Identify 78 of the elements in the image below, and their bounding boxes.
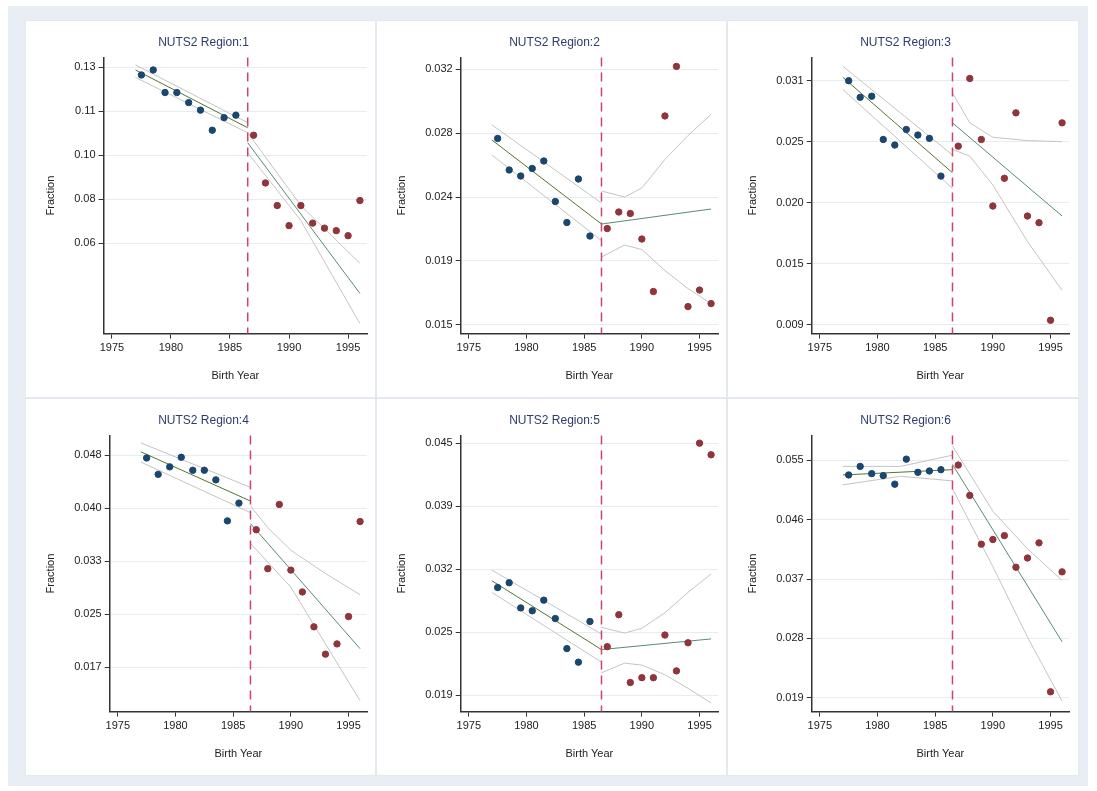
x-tick-label: 1990 xyxy=(980,719,1006,732)
x-tick-label: 1995 xyxy=(687,719,712,732)
x-tick-label: 1995 xyxy=(336,719,361,732)
chart-title: NUTS2 Region:2 xyxy=(509,34,601,49)
y-tick-label: 0.015 xyxy=(776,256,804,269)
y-tick-label: 0.019 xyxy=(425,688,453,701)
x-tick-label: 1980 xyxy=(158,341,184,354)
y-axis-title: Fraction xyxy=(745,553,758,594)
y-tick-label: 0.055 xyxy=(776,453,804,466)
x-tick-label: 1985 xyxy=(220,719,246,732)
y-tick-label: 0.032 xyxy=(425,562,453,575)
chart-title: NUTS2 Region:5 xyxy=(509,412,601,427)
y-tick-label: 0.10 xyxy=(74,148,96,161)
y-tick-label: 0.020 xyxy=(776,195,804,208)
y-tick-label: 0.025 xyxy=(425,625,453,638)
x-tick-label: 1980 xyxy=(514,719,539,732)
x-tick-label: 1980 xyxy=(163,719,188,732)
y-tick-label: 0.017 xyxy=(74,660,102,673)
x-axis-title: Birth Year xyxy=(565,747,614,760)
y-tick-label: 0.045 xyxy=(425,436,453,449)
y-tick-label: 0.040 xyxy=(74,501,102,514)
y-axis-title: Fraction xyxy=(43,175,56,216)
y-tick-label: 0.11 xyxy=(75,104,96,117)
y-tick-label: 0.033 xyxy=(74,554,102,567)
x-axis-title: Birth Year xyxy=(211,369,260,382)
x-tick-label: 1980 xyxy=(514,341,539,354)
y-tick-label: 0.015 xyxy=(425,317,453,330)
x-tick-label: 1975 xyxy=(807,341,833,354)
y-tick-label: 0.024 xyxy=(425,190,453,203)
x-tick-label: 1990 xyxy=(278,719,304,732)
x-tick-label: 1975 xyxy=(105,719,131,732)
y-tick-label: 0.028 xyxy=(776,631,804,644)
x-axis-title: Birth Year xyxy=(916,369,965,382)
y-tick-label: 0.06 xyxy=(74,236,96,249)
x-tick-label: 1995 xyxy=(335,341,361,354)
y-tick-label: 0.028 xyxy=(425,126,453,139)
y-tick-label: 0.019 xyxy=(425,253,453,266)
x-tick-label: 1985 xyxy=(571,341,597,354)
y-tick-label: 0.039 xyxy=(425,499,453,512)
chart-title: NUTS2 Region:4 xyxy=(158,412,250,427)
x-axis-title: Birth Year xyxy=(916,747,965,760)
x-tick-label: 1990 xyxy=(629,719,655,732)
y-tick-label: 0.009 xyxy=(776,317,804,330)
x-tick-label: 1975 xyxy=(99,341,125,354)
x-tick-label: 1995 xyxy=(1038,341,1063,354)
x-tick-label: 1995 xyxy=(1038,719,1063,732)
chart-title: NUTS2 Region:1 xyxy=(158,34,250,49)
x-axis-title: Birth Year xyxy=(214,747,263,760)
y-tick-label: 0.046 xyxy=(776,512,804,525)
x-tick-label: 1975 xyxy=(456,341,482,354)
y-axis-title: Fraction xyxy=(394,175,407,216)
x-tick-label: 1980 xyxy=(865,719,890,732)
x-tick-label: 1975 xyxy=(456,719,482,732)
x-tick-label: 1985 xyxy=(922,719,948,732)
y-tick-label: 0.025 xyxy=(776,134,804,147)
x-tick-label: 1980 xyxy=(865,341,890,354)
x-tick-label: 1990 xyxy=(629,341,655,354)
y-tick-label: 0.031 xyxy=(776,73,804,86)
y-axis-title: Fraction xyxy=(394,553,407,594)
x-tick-label: 1995 xyxy=(687,341,712,354)
x-tick-label: 1990 xyxy=(980,341,1006,354)
x-tick-label: 1990 xyxy=(276,341,302,354)
y-axis-title: Fraction xyxy=(745,175,758,216)
chart-title: NUTS2 Region:3 xyxy=(860,34,952,49)
x-tick-label: 1985 xyxy=(571,719,597,732)
x-tick-label: 1975 xyxy=(807,719,833,732)
y-tick-label: 0.048 xyxy=(74,448,102,461)
x-axis-title: Birth Year xyxy=(565,369,614,382)
y-tick-label: 0.037 xyxy=(776,572,804,585)
y-tick-label: 0.08 xyxy=(74,192,96,205)
x-tick-label: 1985 xyxy=(922,341,948,354)
chart-title: NUTS2 Region:6 xyxy=(860,412,952,427)
y-tick-label: 0.025 xyxy=(74,607,102,620)
y-axis-title: Fraction xyxy=(43,553,56,594)
x-tick-label: 1985 xyxy=(217,341,243,354)
y-tick-label: 0.019 xyxy=(776,690,804,703)
y-tick-label: 0.13 xyxy=(74,60,96,73)
y-tick-label: 0.032 xyxy=(425,62,453,75)
